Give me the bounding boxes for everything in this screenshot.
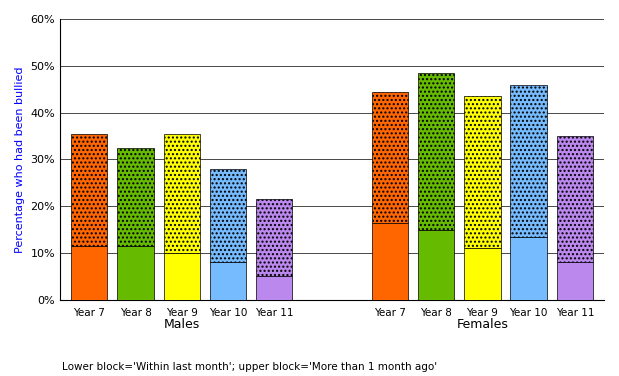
Bar xyxy=(256,276,292,300)
Text: Females: Females xyxy=(456,318,508,331)
Bar xyxy=(372,223,408,300)
Bar xyxy=(163,134,200,253)
Bar xyxy=(118,148,154,246)
Bar xyxy=(556,262,593,300)
Text: Lower block='Within last month'; upper block='More than 1 month ago': Lower block='Within last month'; upper b… xyxy=(62,362,437,372)
Bar xyxy=(118,246,154,300)
Bar xyxy=(256,199,292,276)
Y-axis label: Percentage who had been bullied: Percentage who had been bullied xyxy=(15,66,25,253)
Bar xyxy=(464,96,501,249)
Bar xyxy=(511,237,547,300)
Bar xyxy=(163,253,200,300)
Bar xyxy=(372,92,408,223)
Bar xyxy=(118,148,154,246)
Bar xyxy=(256,199,292,276)
Bar xyxy=(556,136,593,262)
Bar xyxy=(464,249,501,300)
Bar xyxy=(511,85,547,237)
Bar xyxy=(210,169,246,262)
Bar xyxy=(418,230,454,300)
Bar xyxy=(71,134,108,246)
Text: Males: Males xyxy=(163,318,200,331)
Bar xyxy=(210,262,246,300)
Bar xyxy=(71,134,108,246)
Bar xyxy=(418,73,454,230)
Bar xyxy=(210,169,246,262)
Bar xyxy=(163,134,200,253)
Bar xyxy=(71,246,108,300)
